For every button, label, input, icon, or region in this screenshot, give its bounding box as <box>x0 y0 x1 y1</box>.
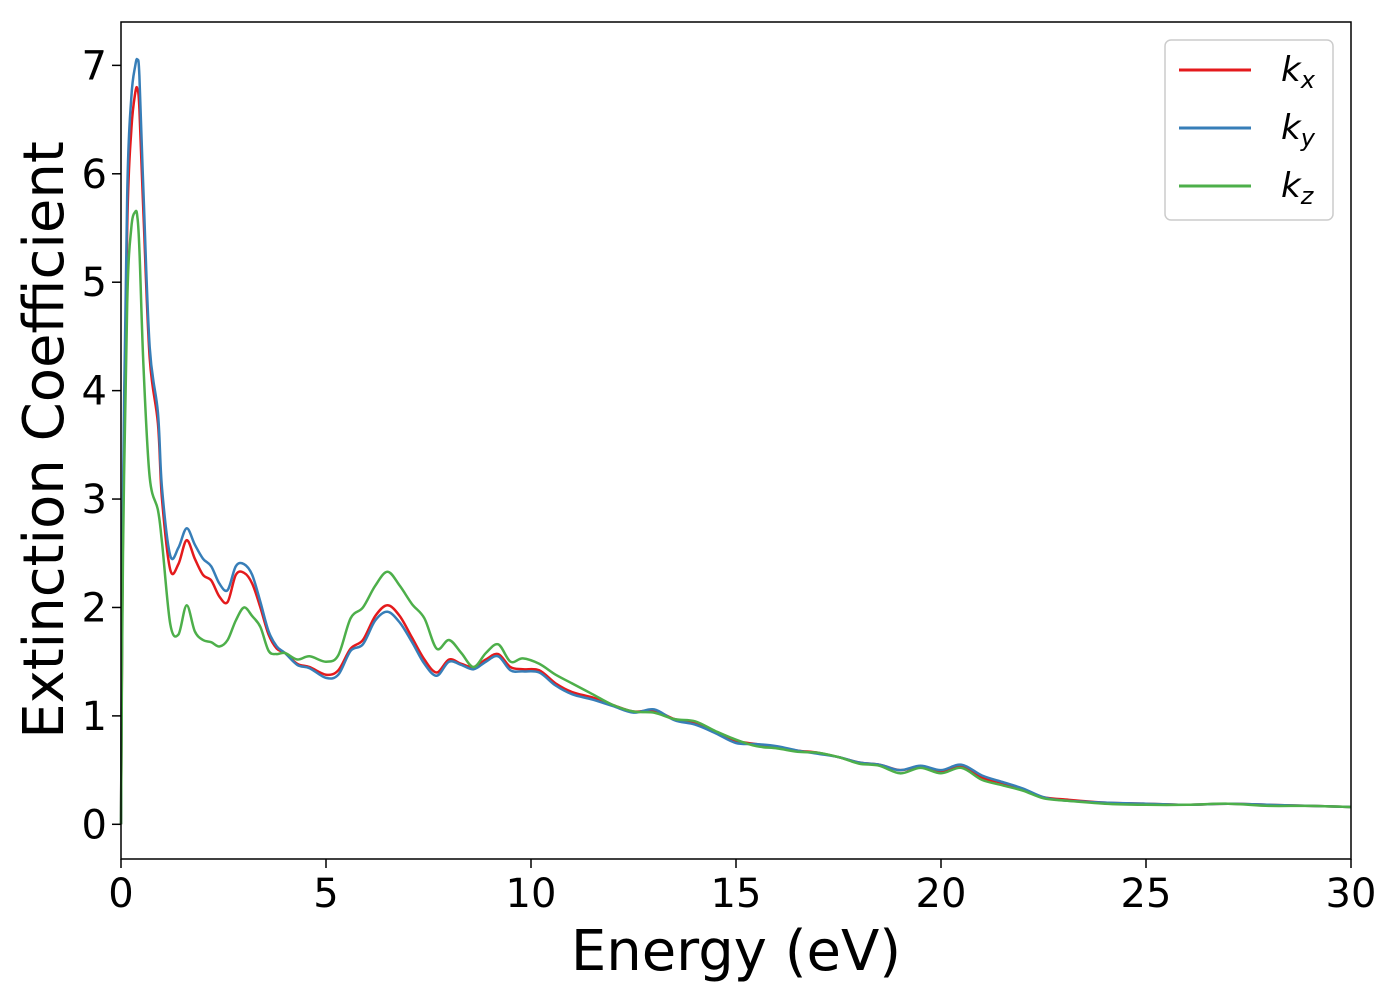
y-tick-label: 6 <box>82 152 107 198</box>
y-axis-label: Extinction Coefficient <box>12 141 77 739</box>
x-tick-label: 10 <box>506 871 557 917</box>
x-tick-label: 20 <box>916 871 967 917</box>
series-line-k-z <box>119 209 1352 825</box>
y-tick-label: 4 <box>82 369 107 415</box>
y-tick-label: 0 <box>82 802 107 848</box>
series-line-k-y <box>119 57 1352 825</box>
y-tick-label: 2 <box>82 585 107 631</box>
x-tick-label: 0 <box>108 871 133 917</box>
x-tick-label: 5 <box>313 871 338 917</box>
legend-box <box>1164 39 1334 221</box>
series-layer <box>119 57 1352 825</box>
y-tick-label: 5 <box>82 260 107 306</box>
legend-label-k-y: ky <box>1281 108 1316 152</box>
x-tick-label: 25 <box>1121 871 1172 917</box>
y-tick-label: 3 <box>82 477 107 523</box>
x-axis: 0 5 10 15 20 25 30 <box>108 859 1376 917</box>
x-tick-label: 15 <box>711 871 762 917</box>
y-axis: 0 1 2 3 4 5 6 7 <box>82 43 121 848</box>
x-axis-label: Energy (eV) <box>571 919 901 984</box>
legend: kx ky kz <box>1164 39 1334 221</box>
y-tick-label: 7 <box>82 43 107 89</box>
x-tick-label: 30 <box>1326 871 1377 917</box>
y-tick-label: 1 <box>82 694 107 740</box>
legend-label-k-z: kz <box>1281 166 1315 210</box>
legend-label-k-x: kx <box>1281 50 1316 94</box>
